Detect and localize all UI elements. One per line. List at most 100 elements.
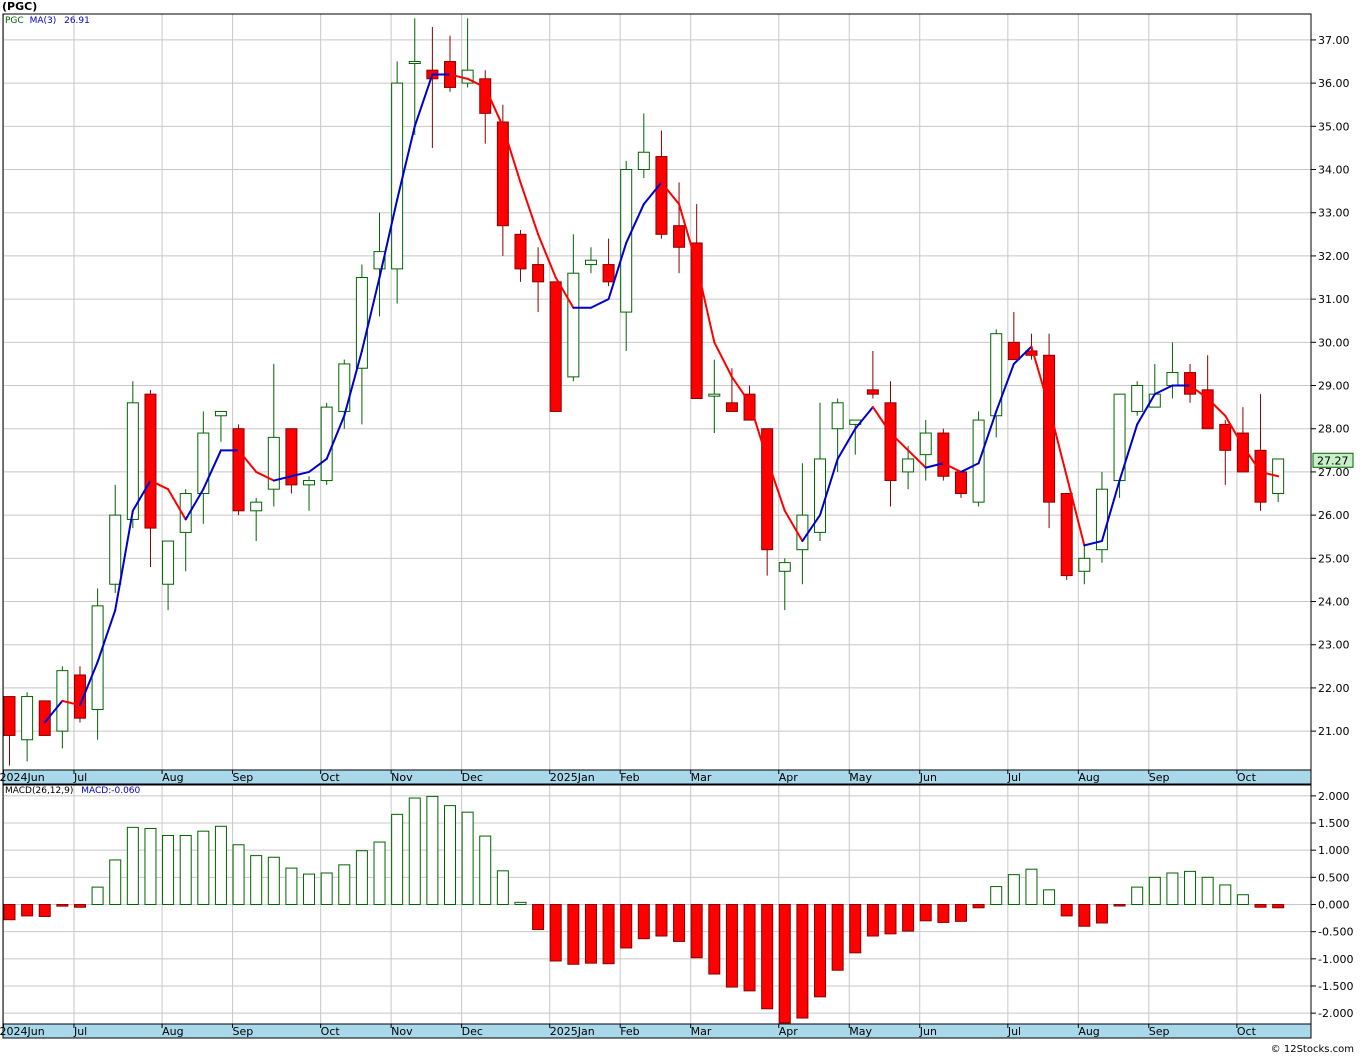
ma-segment bbox=[959, 462, 980, 473]
candle-body bbox=[673, 225, 686, 248]
candle-body bbox=[778, 562, 791, 572]
macd-bar-positive bbox=[162, 835, 175, 906]
ma-segment bbox=[202, 449, 222, 491]
macd-bar-negative bbox=[1060, 904, 1073, 917]
ma-segment bbox=[1206, 397, 1227, 417]
legend-macd-label: MACD(26,12,9) bbox=[5, 786, 74, 796]
macd-x-label: Jul bbox=[73, 1025, 87, 1038]
candle-body bbox=[496, 121, 509, 227]
ma-segment bbox=[713, 341, 733, 378]
price-tick-label: 25.00 bbox=[1318, 552, 1350, 565]
ma-segment bbox=[167, 488, 187, 521]
ma-segment bbox=[396, 125, 416, 201]
ma-segment bbox=[1118, 423, 1139, 482]
candle-down bbox=[937, 428, 950, 481]
candle-body bbox=[214, 410, 227, 417]
candle-up bbox=[267, 363, 280, 507]
macd-x-label: Oct bbox=[321, 1025, 341, 1038]
candle-down bbox=[444, 35, 456, 92]
macd-x-label: Jun bbox=[919, 1025, 937, 1038]
candle-body bbox=[109, 514, 122, 585]
ma-segment bbox=[1030, 345, 1051, 409]
ma-segment bbox=[149, 479, 170, 491]
candle-up bbox=[179, 489, 192, 572]
candle-body bbox=[1007, 341, 1020, 361]
ma-segment bbox=[131, 479, 152, 512]
candle-down bbox=[38, 700, 51, 736]
price-x-label: 2024Jun bbox=[0, 771, 45, 784]
macd-bar-negative bbox=[937, 904, 950, 923]
ma-segment bbox=[413, 73, 434, 128]
ma-segment bbox=[325, 414, 346, 460]
macd-bar-positive bbox=[303, 873, 316, 906]
candle-body bbox=[937, 432, 950, 477]
price-x-label: Nov bbox=[391, 771, 413, 784]
candle-up bbox=[637, 113, 650, 179]
price-x-axis: 2024Jun Jul Aug Sep Oct Nov Dec 2025Jan Feb Mar Ap… bbox=[0, 769, 1312, 785]
ma-segment bbox=[290, 470, 311, 478]
price-tick-label: 30.00 bbox=[1318, 336, 1350, 349]
ma-segment bbox=[1189, 384, 1209, 400]
price-tick-label: 31.00 bbox=[1318, 293, 1350, 306]
ma-segment bbox=[1100, 479, 1121, 543]
candle-body bbox=[708, 393, 721, 397]
macd-bar-positive bbox=[91, 886, 104, 905]
macd-bar-positive bbox=[1201, 876, 1214, 905]
ma-segment bbox=[730, 375, 751, 404]
candle-down bbox=[690, 204, 703, 399]
macd-bar-negative bbox=[1078, 904, 1091, 927]
ma-segment bbox=[184, 488, 205, 521]
chart-title: (PGC) bbox=[2, 0, 38, 13]
price-tick-label: 29.00 bbox=[1318, 380, 1350, 393]
candle-body bbox=[655, 156, 668, 235]
ma-segment bbox=[114, 509, 134, 612]
ma-segment bbox=[501, 125, 522, 184]
macd-bar-negative bbox=[602, 904, 615, 965]
macd-x-label: Nov bbox=[391, 1025, 413, 1038]
ma-segment bbox=[907, 449, 927, 469]
legend-ma-value: 26.91 bbox=[64, 16, 90, 26]
macd-bar-negative bbox=[743, 904, 756, 992]
candle-up bbox=[708, 359, 721, 434]
macd-bar-positive bbox=[1184, 870, 1197, 905]
legend-ticker: PGC bbox=[5, 16, 24, 26]
macd-bar-negative bbox=[919, 904, 932, 922]
candle-down bbox=[1060, 493, 1073, 580]
candle-down bbox=[954, 471, 967, 498]
ma-segment bbox=[819, 457, 839, 517]
ma-segment bbox=[43, 699, 64, 724]
candle-body bbox=[1166, 372, 1179, 387]
macd-bar-positive bbox=[990, 886, 1003, 906]
candle-body bbox=[144, 393, 157, 529]
candle-body bbox=[919, 432, 932, 456]
candle-down bbox=[532, 247, 545, 313]
candle-up bbox=[1078, 545, 1091, 585]
price-x-label: 2025Jan bbox=[550, 771, 595, 784]
candle-body bbox=[232, 428, 245, 512]
candle-down bbox=[602, 238, 615, 287]
macd-bar-positive bbox=[179, 835, 192, 906]
macd-x-label: Aug bbox=[162, 1025, 183, 1038]
candle-up bbox=[214, 410, 227, 442]
ma-segment bbox=[343, 349, 363, 417]
ma-segment bbox=[660, 181, 681, 206]
ma-segment bbox=[1065, 475, 1086, 547]
macd-bar-negative bbox=[778, 904, 791, 1024]
candle-up bbox=[1095, 471, 1108, 563]
macd-bar-positive bbox=[250, 855, 263, 906]
price-candles bbox=[3, 18, 1285, 766]
ma-segment bbox=[378, 198, 399, 279]
macd-bar-positive bbox=[144, 827, 157, 905]
price-tick-label: 26.00 bbox=[1318, 509, 1350, 522]
macd-x-label: Sep bbox=[1149, 1025, 1170, 1038]
candle-up bbox=[355, 264, 368, 425]
candle-body bbox=[532, 264, 545, 283]
candle-down bbox=[884, 381, 897, 507]
macd-bar-positive bbox=[426, 795, 439, 905]
candle-body bbox=[479, 78, 492, 114]
macd-bar-positive bbox=[1131, 886, 1144, 905]
ma-segment bbox=[554, 276, 575, 309]
macd-bar-positive bbox=[267, 856, 280, 905]
candle-down bbox=[232, 424, 245, 516]
macd-x-label: May bbox=[849, 1025, 872, 1038]
